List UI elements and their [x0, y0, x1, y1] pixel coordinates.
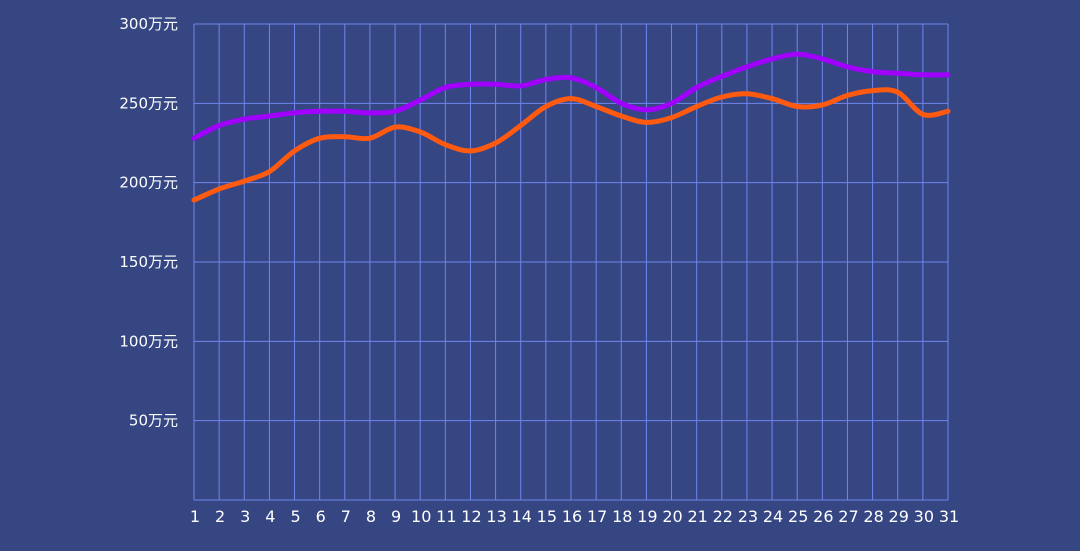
series-lines: [191, 51, 951, 203]
x-tick-label: 21: [687, 507, 707, 526]
x-tick-label: 23: [738, 507, 758, 526]
x-tick-label: 8: [366, 507, 376, 526]
x-tick-label: 20: [662, 507, 682, 526]
x-tick-label: 10: [411, 507, 431, 526]
x-axis-tick-labels: 1 2 3 4 5 6 7 8 9 10 11 12 13 14 15 16 17 18 19 20 21 22 23 24 2…: [190, 507, 959, 526]
x-tick-label: 3: [240, 507, 250, 526]
x-tick-label: 29: [889, 507, 909, 526]
x-tick-label: 26: [813, 507, 833, 526]
x-tick-label: 18: [612, 507, 632, 526]
x-tick-label: 9: [391, 507, 401, 526]
x-tick-label: 5: [290, 507, 300, 526]
x-tick-label: 15: [537, 507, 557, 526]
x-tick-label: 6: [316, 507, 326, 526]
y-tick-label: 150万元: [119, 253, 178, 271]
x-tick-label: 13: [486, 507, 506, 526]
grid-lines: [193, 23, 949, 501]
x-tick-label: 28: [863, 507, 883, 526]
x-tick-label: 11: [436, 507, 456, 526]
x-tick-label: 1: [190, 507, 200, 526]
y-tick-label: 200万元: [119, 174, 178, 192]
x-tick-label: 22: [713, 507, 733, 526]
x-tick-label: 2: [215, 507, 225, 526]
x-tick-label: 12: [461, 507, 481, 526]
y-tick-label: 50万元: [129, 412, 178, 430]
y-tick-label: 300万元: [119, 15, 178, 33]
series-line-1: [191, 51, 951, 141]
x-tick-label: 31: [939, 507, 959, 526]
y-axis-tick-labels: 50万元 100万元 150万元 200万元 250万元 300万元: [119, 15, 178, 430]
x-tick-label: 27: [838, 507, 858, 526]
x-tick-label: 17: [587, 507, 607, 526]
x-tick-label: 4: [265, 507, 275, 526]
series-line-2: [191, 87, 951, 203]
y-tick-label: 100万元: [119, 332, 178, 350]
x-tick-label: 14: [512, 507, 532, 526]
x-tick-label: 16: [562, 507, 582, 526]
y-tick-label: 250万元: [119, 94, 178, 112]
x-tick-label: 7: [341, 507, 351, 526]
x-tick-label: 19: [637, 507, 657, 526]
x-tick-label: 24: [763, 507, 783, 526]
x-tick-label: 30: [914, 507, 934, 526]
x-tick-label: 25: [788, 507, 808, 526]
